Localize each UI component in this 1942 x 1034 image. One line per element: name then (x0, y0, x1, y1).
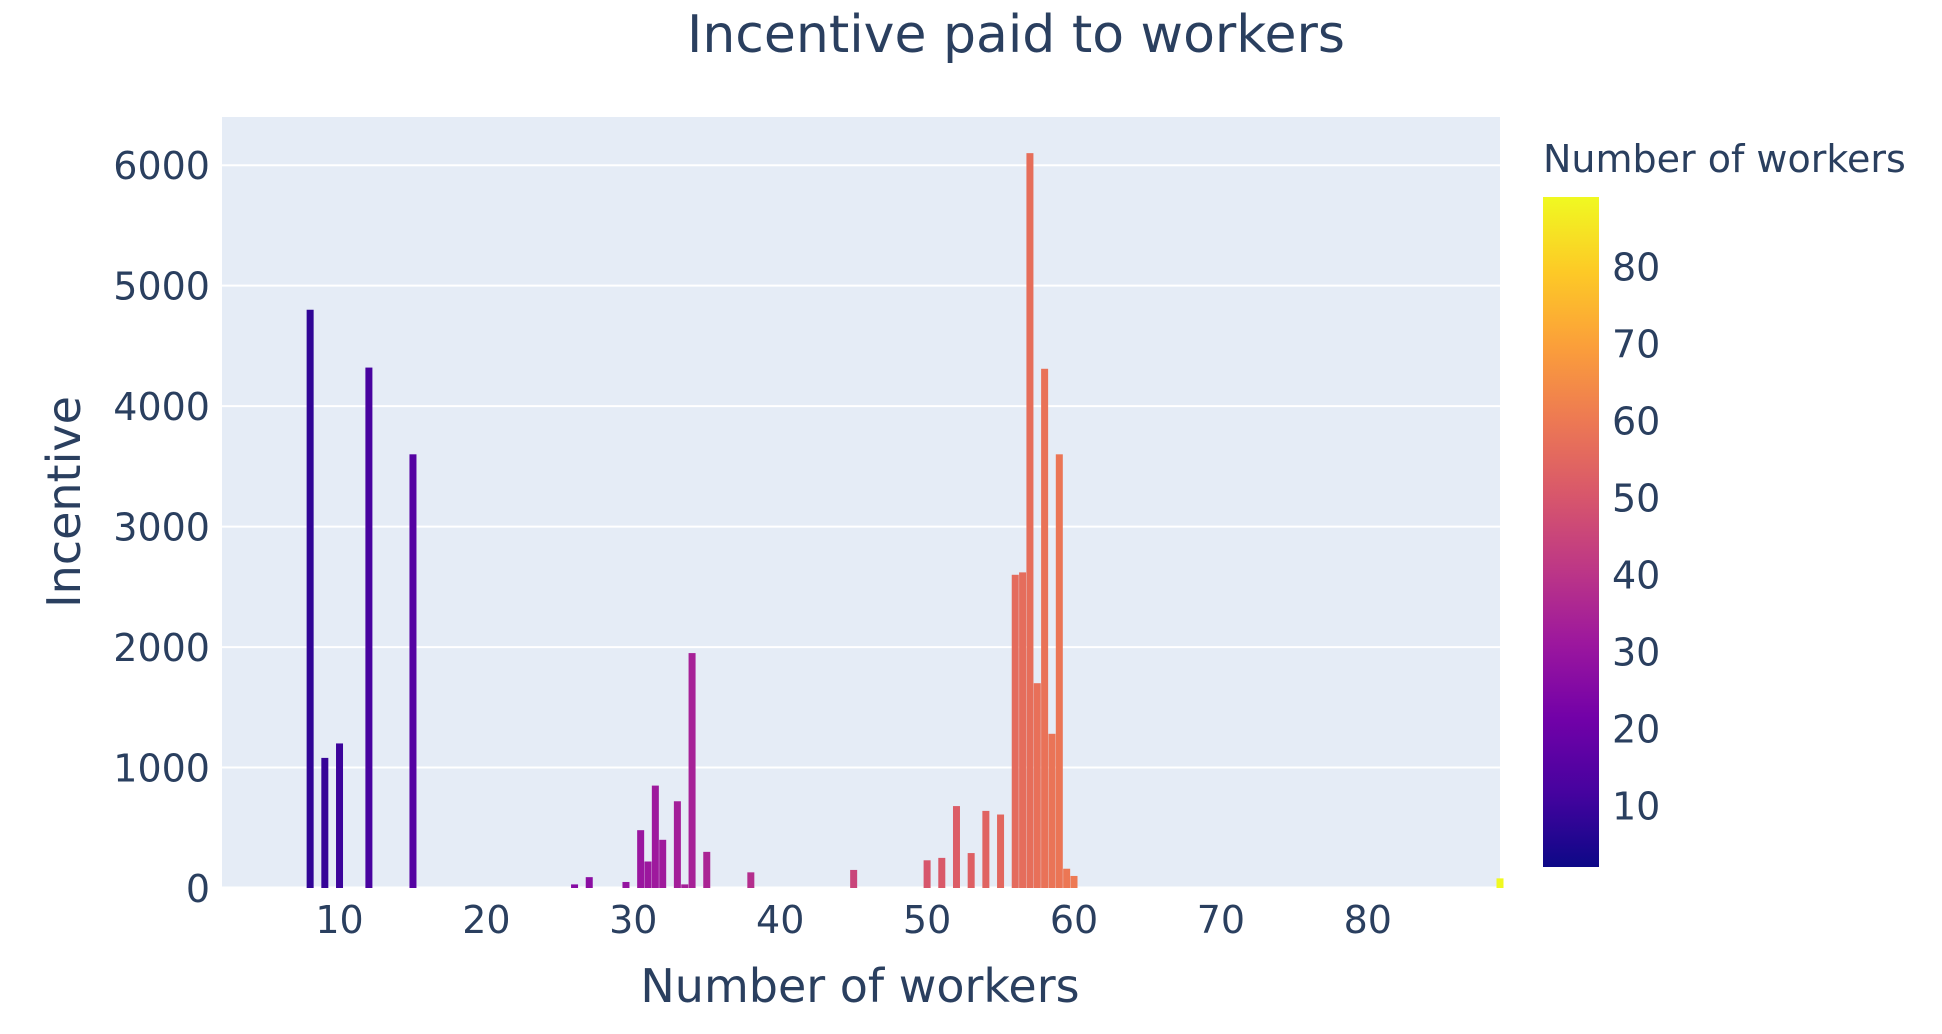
bar (703, 851, 711, 888)
plot-area (222, 117, 1500, 888)
y-tick-label: 3000 (113, 506, 210, 550)
x-axis-label: Number of workers (640, 959, 1079, 1013)
bar (967, 853, 975, 888)
bar (938, 857, 946, 888)
bar (1070, 875, 1078, 888)
colorbar-tick-label: 50 (1612, 476, 1660, 520)
colorbar-tick-label: 20 (1612, 707, 1660, 751)
x-tick-labels: 10 20 30 40 50 60 70 80 (315, 898, 1392, 942)
bar (637, 830, 645, 888)
bar (409, 454, 417, 888)
y-axis-label: Incentive (37, 396, 91, 608)
bars (306, 153, 1504, 889)
bar (1063, 868, 1071, 888)
bar (1011, 574, 1019, 888)
x-tick-label: 70 (1197, 898, 1245, 942)
bar (336, 743, 344, 888)
bar (1026, 153, 1034, 888)
bar (1019, 572, 1027, 888)
bar (850, 869, 858, 888)
x-tick-label: 80 (1344, 898, 1392, 942)
bar (365, 367, 373, 888)
bar (571, 884, 579, 888)
x-tick-label: 60 (1050, 898, 1098, 942)
bar (997, 814, 1005, 888)
colorbar-tick-label: 40 (1612, 553, 1660, 597)
colorbar-tick-label: 80 (1612, 245, 1660, 289)
bar (321, 757, 329, 888)
bar (681, 884, 689, 888)
bar (923, 860, 931, 888)
colorbar (1543, 197, 1599, 867)
x-tick-label: 40 (756, 898, 804, 942)
bar (585, 877, 593, 888)
bar (1041, 368, 1049, 889)
gridlines (222, 164, 1500, 890)
bar (651, 785, 659, 888)
colorbar-title: Number of workers (1543, 137, 1906, 181)
x-tick-label: 10 (315, 898, 363, 942)
bar (688, 653, 696, 888)
bar (306, 309, 314, 888)
bar (1055, 454, 1063, 888)
x-tick-label: 20 (462, 898, 510, 942)
bar (747, 872, 755, 888)
x-tick-label: 30 (609, 898, 657, 942)
y-tick-label: 4000 (113, 385, 210, 429)
x-tick-label: 50 (903, 898, 951, 942)
y-tick-label: 1000 (113, 747, 210, 791)
y-tick-label: 2000 (113, 626, 210, 670)
bar (659, 839, 667, 888)
bar (1033, 683, 1041, 888)
chart-title: Incentive paid to workers (687, 5, 1345, 65)
bar (622, 881, 630, 888)
bar (982, 810, 990, 888)
bar (673, 801, 681, 888)
y-tick-label: 5000 (113, 265, 210, 309)
colorbar-tick-label: 30 (1612, 630, 1660, 674)
y-tick-labels: 0 1000 2000 3000 4000 5000 6000 (113, 144, 210, 911)
bar (644, 861, 652, 888)
colorbar-tick-labels: 10 20 30 40 50 60 70 80 (1612, 245, 1660, 828)
colorbar-tick-label: 60 (1612, 399, 1660, 443)
bar (1496, 878, 1504, 888)
bar (1048, 733, 1056, 888)
y-tick-label: 0 (186, 867, 210, 911)
bar (952, 806, 960, 888)
y-tick-label: 6000 (113, 144, 210, 188)
colorbar-tick-label: 70 (1612, 322, 1660, 366)
colorbar-tick-label: 10 (1612, 784, 1660, 828)
